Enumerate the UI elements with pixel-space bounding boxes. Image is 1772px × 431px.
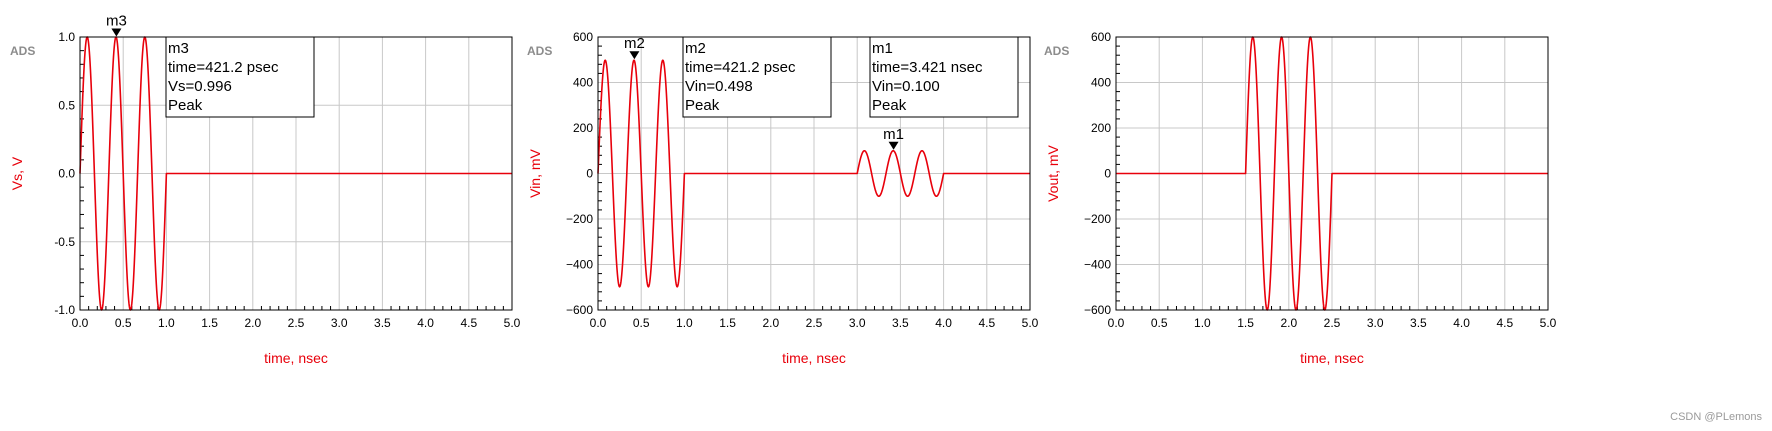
series-line [597, 59, 1030, 288]
marker-readout-line: time=421.2 psec [685, 59, 796, 76]
x-axis-label: time, nsec [264, 350, 328, 366]
marker-readout-box [682, 36, 832, 118]
x-tick-label: 2.5 [288, 316, 305, 330]
y-axis-label: Vin, mV [527, 148, 543, 197]
y-tick-label: -1.0 [54, 303, 75, 317]
x-tick-label: 5.0 [1022, 316, 1039, 330]
x-tick-label: 2.5 [806, 316, 823, 330]
x-tick-label: 4.0 [417, 316, 434, 330]
x-tick-label: 3.0 [1367, 316, 1384, 330]
x-tick-label: 4.5 [460, 316, 477, 330]
y-tick-label: 0 [1104, 167, 1111, 181]
x-tick-label: 0.5 [1151, 316, 1168, 330]
marker-triangle [111, 28, 122, 37]
x-tick-label: 2.0 [1280, 316, 1297, 330]
marker-label: m2 [624, 35, 645, 52]
x-tick-label: 2.0 [762, 316, 779, 330]
y-tick-label: 0 [586, 167, 593, 181]
y-tick-label: −200 [1084, 212, 1111, 226]
x-tick-label: 0.0 [72, 316, 89, 330]
marker-readout-line: m3 [168, 40, 189, 57]
marker-readout-line: m1 [872, 40, 893, 57]
marker-readout-line: Vs=0.996 [168, 78, 232, 95]
y-tick-label: 200 [573, 121, 593, 135]
x-tick-label: 5.0 [504, 316, 521, 330]
x-tick-label: 4.0 [935, 316, 952, 330]
y-tick-label: 0.0 [58, 167, 75, 181]
x-tick-label: 1.5 [719, 316, 736, 330]
marker-label: m1 [883, 126, 904, 143]
y-tick-label: 600 [1091, 30, 1111, 44]
y-axis-label: Vout, mV [1045, 144, 1061, 201]
x-tick-label: 0.0 [590, 316, 607, 330]
x-tick-label: 1.0 [1194, 316, 1211, 330]
marker-readout-line: time=421.2 psec [168, 59, 279, 76]
x-tick-label: 4.0 [1453, 316, 1470, 330]
y-tick-label: −200 [566, 212, 593, 226]
y-tick-label: −600 [1084, 303, 1111, 317]
x-tick-label: 1.0 [676, 316, 693, 330]
tool-tag: ADS [527, 44, 552, 58]
marker-readout-line: m2 [685, 40, 706, 57]
plot-frame [1115, 36, 1549, 311]
x-tick-label: 0.5 [115, 316, 132, 330]
x-axis-label: time, nsec [1300, 350, 1364, 366]
y-tick-label: 200 [1091, 121, 1111, 135]
marker-label: m3 [106, 13, 127, 30]
marker-readout-line: Vin=0.100 [872, 78, 940, 95]
x-tick-label: 4.5 [978, 316, 995, 330]
x-axis-label: time, nsec [782, 350, 846, 366]
y-tick-label: −400 [566, 258, 593, 272]
marker-readout-box [165, 36, 315, 118]
y-tick-label: 400 [1091, 76, 1111, 90]
marker-readout-line: Peak [872, 97, 907, 114]
tool-tag: ADS [1044, 44, 1069, 58]
marker-triangle [629, 51, 640, 60]
marker-readout-line: Vin=0.498 [685, 78, 753, 95]
x-tick-label: 5.0 [1540, 316, 1557, 330]
x-tick-label: 1.5 [201, 316, 218, 330]
y-tick-label: 1.0 [58, 30, 75, 44]
marker-readout-box [869, 36, 1019, 118]
y-tick-label: 0.5 [58, 98, 75, 112]
x-tick-label: 1.5 [1237, 316, 1254, 330]
x-tick-label: 3.5 [1410, 316, 1427, 330]
x-tick-label: 1.0 [158, 316, 175, 330]
y-tick-label: −400 [1084, 258, 1111, 272]
y-axis-label: Vs, V [9, 156, 25, 190]
y-tick-label: -0.5 [54, 235, 75, 249]
x-tick-label: 3.5 [374, 316, 391, 330]
marker-readout-line: Peak [685, 97, 720, 114]
series-line [1116, 36, 1548, 311]
marker-triangle [888, 141, 899, 150]
x-tick-label: 3.0 [849, 316, 866, 330]
x-tick-label: 2.5 [1324, 316, 1341, 330]
x-tick-label: 4.5 [1496, 316, 1513, 330]
tool-tag: ADS [10, 44, 35, 58]
x-tick-label: 2.0 [244, 316, 261, 330]
y-tick-label: −600 [566, 303, 593, 317]
y-tick-label: 400 [573, 76, 593, 90]
x-tick-label: 0.5 [633, 316, 650, 330]
marker-readout-line: time=3.421 nsec [872, 59, 983, 76]
y-tick-label: 600 [573, 30, 593, 44]
watermark: CSDN @PLemons [1670, 411, 1762, 423]
marker-readout-line: Peak [168, 97, 203, 114]
series-line [79, 36, 512, 311]
x-tick-label: 0.0 [1108, 316, 1125, 330]
x-tick-label: 3.5 [892, 316, 909, 330]
x-tick-label: 3.0 [331, 316, 348, 330]
